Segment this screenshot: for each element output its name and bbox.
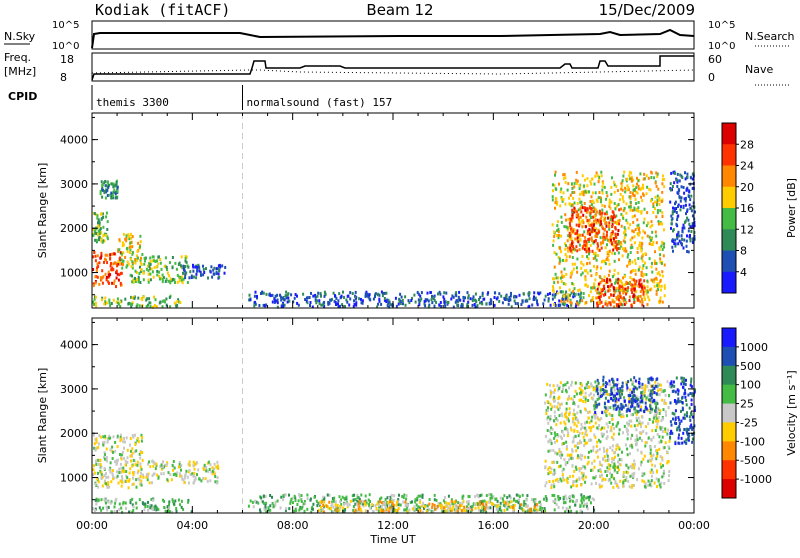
freq-label-1: Freq.	[4, 51, 31, 64]
nsky-tick-hi: 10^5	[52, 20, 79, 31]
nsky-tick-lo: 10^0	[52, 41, 79, 52]
colorbar-swatch	[722, 166, 736, 188]
x-tick-label: 08:00	[277, 519, 309, 532]
power-panel: 1000 2000 3000 4000 Slant Range [km] 4 8 12 16 20…	[36, 113, 798, 309]
data-blob	[92, 295, 181, 309]
colorbar-swatch	[722, 144, 736, 166]
date-title: 15/Dec/2009	[599, 1, 695, 19]
colorbar-swatch	[722, 479, 736, 498]
nave-label: Nave	[745, 63, 773, 76]
colorbar-tick-label: 24	[740, 160, 754, 173]
y-tick-label: 1000	[60, 267, 88, 280]
velocity-panel: 1000 2000 3000 4000 Slant Range [km] 00:00 04:…	[36, 318, 798, 546]
colorbar-tick-label: 12	[740, 223, 754, 236]
colorbar-tick-label: -1000	[740, 473, 772, 486]
nave-tick-hi: 60	[708, 53, 722, 66]
y-tick-label: 1000	[60, 472, 88, 485]
colorbar-tick-label: 4	[740, 266, 747, 279]
x-tick-label: 00:00	[76, 519, 108, 532]
panel-frame	[92, 318, 694, 513]
cpid-segments: themis 3300 normalsound (fast) 157	[92, 85, 392, 110]
colorbar-swatch	[722, 404, 736, 423]
data-blob	[669, 171, 696, 254]
station-title: Kodiak (fitACF)	[95, 1, 230, 19]
y-tick-label: 4000	[60, 339, 88, 352]
nsky-line	[92, 30, 694, 48]
data-blob	[143, 460, 220, 485]
beam-title: Beam 12	[366, 1, 433, 19]
colorbar-tick-label: 25	[740, 398, 754, 411]
colorbar-tick-label: 16	[740, 202, 754, 215]
cpid-label: CPID	[8, 90, 37, 103]
nsky-panel	[92, 21, 694, 49]
colorbar-swatch	[722, 123, 736, 145]
colorbar-swatch	[722, 251, 736, 273]
freq-tick-lo: 8	[60, 71, 67, 84]
freq-tick-hi: 18	[60, 53, 74, 66]
nsearch-label: N.Search	[745, 30, 795, 43]
colorbar-label: Power [dB]	[785, 178, 798, 238]
colorbar-tick-label: 20	[740, 181, 754, 194]
y-tick-label: 3000	[60, 178, 88, 191]
y-axis-label: Slant Range [km]	[36, 368, 49, 464]
colorbar-tick-label: 1000	[740, 341, 768, 354]
colorbar-swatch	[722, 208, 736, 230]
x-tick-label: 16:00	[477, 519, 509, 532]
colorbar-label: Velocity [m s⁻¹]	[785, 370, 798, 455]
colorbar-tick-label: 28	[740, 138, 754, 151]
data-blob	[100, 180, 119, 200]
data-blob	[130, 255, 189, 284]
colorbar-swatch	[722, 422, 736, 441]
colorbar-tick-label: -25	[740, 416, 758, 429]
colorbar-swatch	[722, 229, 736, 251]
data-blob	[92, 251, 123, 288]
colorbar-tick-label: -100	[740, 435, 765, 448]
colorbar-tick-label: 8	[740, 245, 747, 258]
y-tick-label: 4000	[60, 134, 88, 147]
x-axis-label: Time UT	[369, 533, 415, 546]
freq-panel	[92, 53, 694, 81]
colorbar-tick-label: 100	[740, 379, 761, 392]
y-tick-label: 2000	[60, 222, 88, 235]
colorbar-swatch	[722, 328, 736, 347]
data-blob	[248, 290, 582, 308]
nsky-label: N.Sky	[4, 30, 36, 43]
colorbar-swatch	[722, 460, 736, 479]
nave-tick-lo: 0	[708, 71, 715, 84]
y-tick-label: 3000	[60, 383, 88, 396]
colorbar: 4 8 12 16 20 24 28 Power [dB]	[722, 123, 798, 294]
y-axis-label: Slant Range [km]	[36, 163, 49, 259]
nsearch-tick-hi: 10^5	[708, 20, 735, 31]
freq-label-2: [MHz]	[4, 65, 36, 78]
x-tick-label: 20:00	[578, 519, 610, 532]
colorbar-swatch	[722, 385, 736, 404]
cpid-segment-label: themis 3300	[96, 96, 169, 109]
freq-line	[92, 56, 694, 80]
colorbar: 1000 500 100 25 -25 -100 -500 -1000 Velocity [m …	[722, 328, 798, 499]
y-tick-label: 2000	[60, 427, 88, 440]
colorbar-swatch	[722, 441, 736, 460]
colorbar-tick-label: -500	[740, 454, 765, 467]
colorbar-swatch	[722, 366, 736, 385]
x-tick-label: 12:00	[377, 519, 409, 532]
colorbar-swatch	[722, 347, 736, 366]
data-blob	[92, 212, 109, 244]
nsearch-tick-lo: 10^0	[708, 41, 735, 52]
colorbar-swatch	[722, 187, 736, 209]
colorbar-tick-label: 500	[740, 360, 761, 373]
x-tick-label: 00:00	[678, 519, 710, 532]
x-tick-label: 04:00	[176, 519, 208, 532]
colorbar-swatch	[722, 272, 736, 294]
cpid-segment-label: normalsound (fast) 157	[247, 96, 393, 109]
data-blob	[92, 434, 144, 490]
